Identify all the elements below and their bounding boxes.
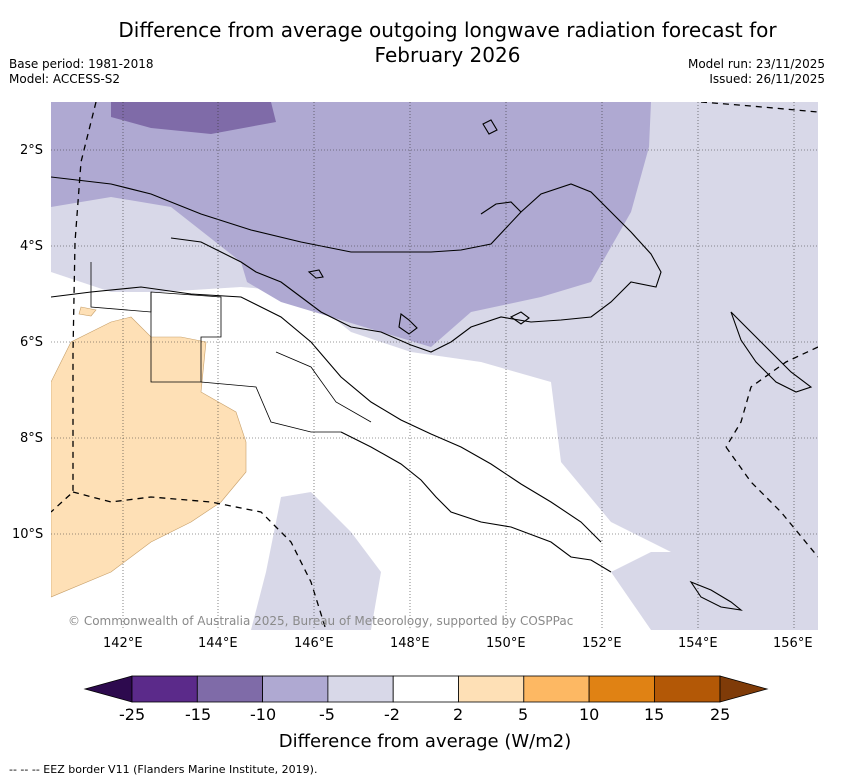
lat-label: 8°S bbox=[20, 431, 44, 446]
colorbar bbox=[83, 675, 769, 703]
lat-label: 2°S bbox=[20, 143, 44, 158]
lon-label: 156°E bbox=[773, 636, 813, 651]
lon-label: 142°E bbox=[103, 636, 143, 651]
eez-borders bbox=[51, 102, 818, 630]
colorbar-cell bbox=[458, 675, 525, 703]
lat-label: 10°S bbox=[12, 527, 44, 542]
issued-date: Issued: 26/11/2025 bbox=[709, 72, 825, 86]
lon-label: 152°E bbox=[582, 636, 622, 651]
colorbar-tick: 25 bbox=[710, 705, 731, 724]
copyright-notice: © Commonwealth of Australia 2025, Bureau… bbox=[68, 614, 574, 628]
map-title-line1: Difference from average outgoing longwav… bbox=[118, 18, 777, 42]
colorbar-tick: 5 bbox=[518, 705, 529, 724]
colorbar-tick: -10 bbox=[250, 705, 277, 724]
colorbar-tick: 2 bbox=[453, 705, 464, 724]
lon-label: 144°E bbox=[198, 636, 238, 651]
gridlines bbox=[51, 102, 818, 630]
colorbar-cell bbox=[523, 675, 590, 703]
colorbar-tick: 10 bbox=[579, 705, 600, 724]
meta-left: Base period: 1981-2018 Model: ACCESS-S2 bbox=[9, 57, 154, 87]
colorbar-tick: -15 bbox=[185, 705, 212, 724]
country-borders bbox=[90, 262, 372, 433]
model-run: Model run: 23/11/2025 bbox=[687, 57, 825, 71]
colorbar-cell bbox=[196, 675, 264, 703]
model-name: Model: ACCESS-S2 bbox=[9, 72, 121, 86]
lon-label: 146°E bbox=[294, 636, 334, 651]
lat-label: 6°S bbox=[20, 335, 44, 350]
colorbar-cell bbox=[327, 675, 394, 703]
lon-label: 148°E bbox=[390, 636, 430, 651]
colorbar-cell bbox=[131, 675, 198, 703]
colorbar-title: Difference from average (W/m2) bbox=[278, 731, 572, 752]
eez-legend: -- -- -- EEZ border V11 (Flanders Marine… bbox=[9, 763, 318, 776]
lon-label: 154°E bbox=[678, 636, 718, 651]
colorbar-tick: -25 bbox=[119, 705, 146, 724]
anomaly-medium-lavender bbox=[51, 102, 651, 347]
colorbar-cell bbox=[719, 675, 769, 703]
map-panel bbox=[51, 102, 818, 630]
colorbar-tick: 15 bbox=[644, 705, 665, 724]
base-period: Base period: 1981-2018 bbox=[9, 57, 154, 71]
colorbar-cell bbox=[262, 675, 329, 703]
colorbar-cell bbox=[392, 675, 459, 703]
meta-right: Model run: 23/11/2025 Issued: 26/11/2025 bbox=[688, 57, 825, 87]
colorbar-tick: -5 bbox=[319, 705, 335, 724]
lon-label: 150°E bbox=[486, 636, 526, 651]
map-title: Difference from average outgoing longwav… bbox=[0, 18, 850, 68]
colorbar-cell bbox=[588, 675, 655, 703]
anomaly-dark-lavender bbox=[111, 102, 276, 134]
colorbar-cell bbox=[654, 675, 721, 703]
map-title-line2: February 2026 bbox=[374, 43, 521, 67]
colorbar-tick: -2 bbox=[384, 705, 400, 724]
colorbar-cell bbox=[83, 675, 133, 703]
lat-label: 4°S bbox=[20, 239, 44, 254]
coastlines bbox=[51, 119, 813, 611]
anomaly-light-orange bbox=[51, 306, 247, 598]
